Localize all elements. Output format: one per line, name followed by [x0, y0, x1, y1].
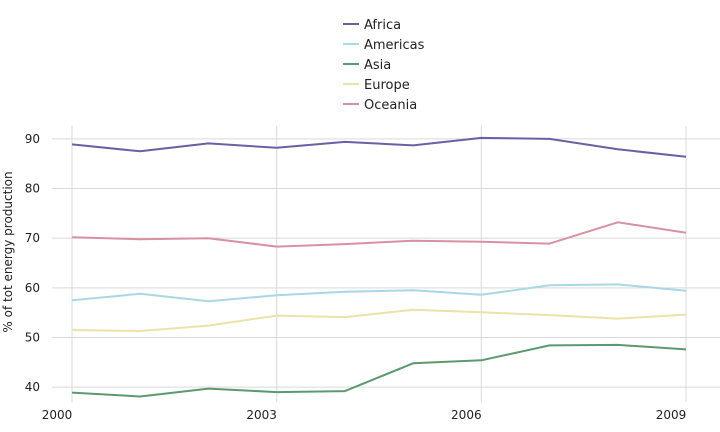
legend-label-asia: Asia [364, 58, 391, 73]
series-line-europe [71, 308, 687, 332]
legend-label-europe: Europe [364, 78, 410, 93]
legend-item-americas: Americas [343, 38, 425, 53]
x-tick-label-2000: 2000 [42, 408, 73, 422]
series-line-americas [71, 283, 687, 303]
y-tick-label-90: 90 [25, 132, 40, 146]
legend: Africa Americas Asia Europe Oceania [343, 18, 425, 113]
legend-item-asia: Asia [343, 58, 391, 73]
y-tick-label-70: 70 [25, 231, 40, 245]
tick-labels: 40 50 60 70 80 90 2000 2003 2006 2009 [25, 132, 687, 422]
y-tick-label-40: 40 [25, 380, 40, 394]
x-tick-label-2006: 2006 [451, 408, 482, 422]
series-line-oceania [71, 221, 687, 248]
series-line-asia [71, 343, 687, 398]
y-tick-label-60: 60 [25, 281, 40, 295]
legend-label-africa: Africa [364, 18, 401, 33]
legend-label-americas: Americas [364, 38, 425, 53]
x-tick-label-2009: 2009 [656, 408, 687, 422]
legend-item-europe: Europe [343, 78, 410, 93]
series-lines [71, 136, 687, 398]
legend-item-africa: Africa [343, 18, 401, 33]
y-axis-title: % of tot energy production [1, 171, 15, 332]
grid-lines [52, 126, 720, 402]
x-tick-label-2003: 2003 [246, 408, 277, 422]
legend-item-oceania: Oceania [343, 98, 417, 113]
legend-label-oceania: Oceania [364, 98, 417, 113]
y-tick-label-80: 80 [25, 182, 40, 196]
y-tick-label-50: 50 [25, 330, 40, 344]
series-line-africa [71, 136, 687, 158]
